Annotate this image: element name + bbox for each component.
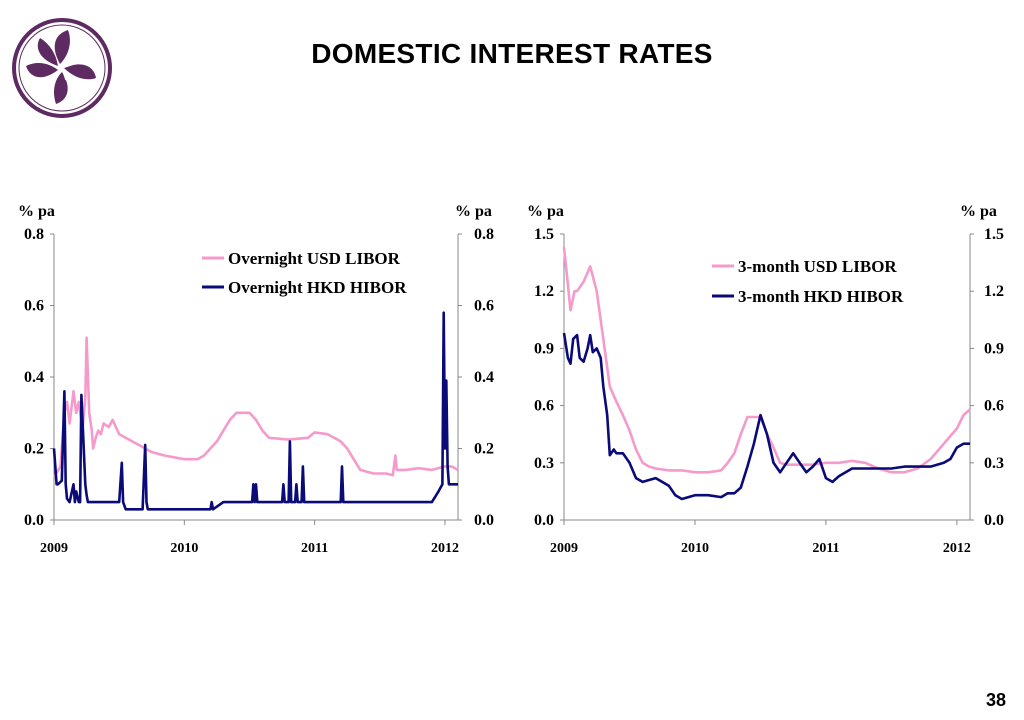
x-tick-label: 2011: [812, 541, 839, 556]
y-axis-label-left: % pa: [18, 203, 55, 220]
y-tick-label-left: 1.5: [534, 226, 554, 243]
legend-label: 3-month USD LIBOR: [738, 257, 897, 276]
y-tick-label-right: 0.3: [984, 455, 1004, 472]
y-tick-label-right: 0.2: [474, 441, 494, 458]
y-tick-label-right: 0.0: [474, 512, 494, 529]
y-tick-label-left: 0.0: [24, 512, 44, 529]
bauhinia-logo: [12, 18, 112, 118]
logo-inner-ring: [18, 24, 106, 112]
series-line-usd-libor: [52, 336, 459, 478]
y-tick-label-left: 0.4: [24, 369, 44, 386]
y-tick-label-left: 0.8: [24, 226, 44, 243]
y-tick-label-right: 0.6: [984, 398, 1004, 415]
y-tick-label-right: 0.6: [474, 298, 494, 315]
x-tick-label: 2010: [681, 541, 709, 556]
y-tick-label-left: 1.2: [534, 283, 554, 300]
x-tick-label: 2011: [301, 541, 328, 556]
legend-label: Overnight HKD HIBOR: [228, 278, 407, 297]
page-title: DOMESTIC INTEREST RATES: [311, 38, 713, 69]
y-tick-label-left: 0.6: [534, 398, 554, 415]
x-tick-label: 2009: [550, 541, 578, 556]
x-tick-label: 2012: [943, 541, 971, 556]
x-tick-label: 2012: [431, 541, 459, 556]
bauhinia-flower-icon: [26, 30, 96, 104]
legend-label: 3-month HKD HIBOR: [738, 287, 904, 306]
series-line-hkd-hibor: [562, 332, 970, 501]
y-tick-label-left: 0.9: [534, 340, 554, 357]
logo-outer-ring: [12, 18, 112, 118]
y-tick-label-right: 1.2: [984, 283, 1004, 300]
y-tick-label-left: 0.2: [24, 441, 44, 458]
y-tick-label-right: 0.8: [474, 226, 494, 243]
y-tick-label-right: 0.4: [474, 369, 494, 386]
chart-2: % pa % pa 0.0 0.0 0.3 0.3 0.6 0.6 0.9 0.9 1.2 1.2 1.…: [527, 203, 1004, 556]
y-tick-label-right: 1.5: [984, 226, 1004, 243]
x-tick-label: 2010: [170, 541, 198, 556]
y-tick-label-left: 0.6: [24, 298, 44, 315]
y-axis-label-left: % pa: [527, 203, 564, 220]
y-tick-label-right: 0.0: [984, 512, 1004, 529]
y-axis-label-right: % pa: [455, 203, 492, 220]
logo-stamens: [61, 55, 75, 81]
y-tick-label-left: 0.0: [534, 512, 554, 529]
x-tick-label: 2009: [40, 541, 68, 556]
y-axis-label-right: % pa: [960, 203, 997, 220]
y-tick-label-left: 0.3: [534, 455, 554, 472]
y-tick-label-right: 0.9: [984, 340, 1004, 357]
page-number: 38: [985, 690, 1006, 710]
legend-label: Overnight USD LIBOR: [228, 249, 401, 268]
chart-1: % pa % pa 0.0 0.0 0.2 0.2 0.4 0.4 0.6 0.6 0.8 0.8 20…: [18, 203, 494, 556]
series-line-hkd-hibor: [52, 311, 458, 511]
